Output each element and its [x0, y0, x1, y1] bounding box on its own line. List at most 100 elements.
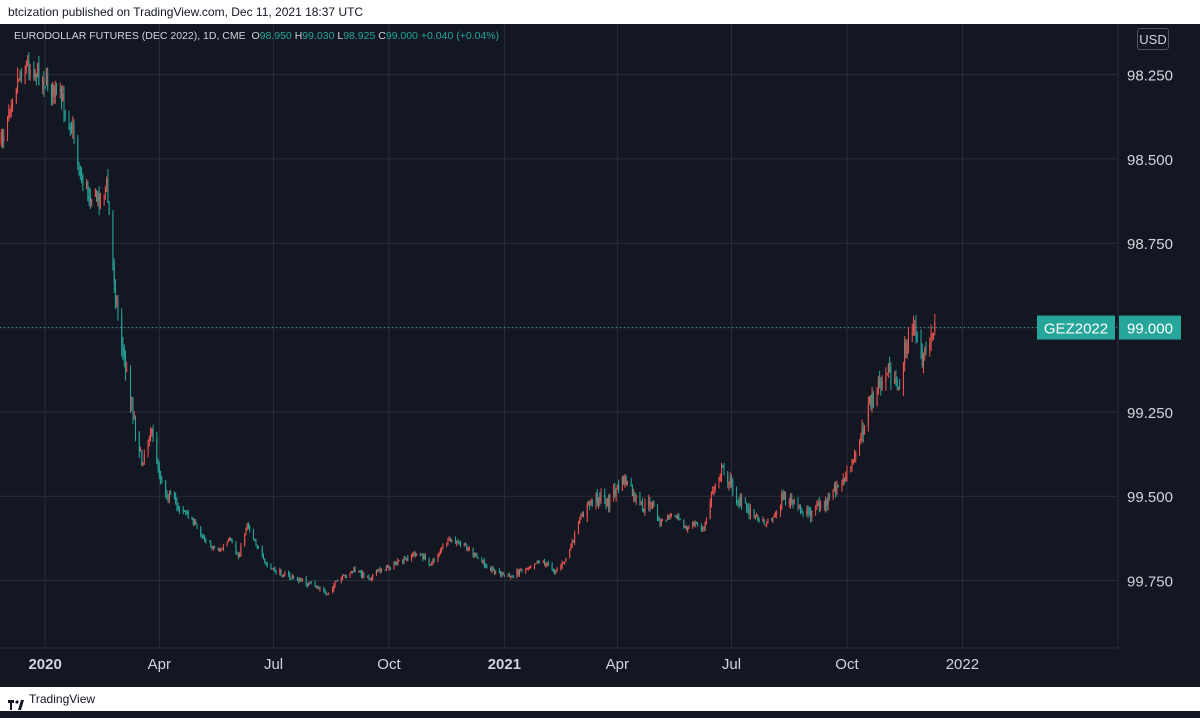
candle-body [832, 490, 834, 497]
candle-body [571, 540, 573, 547]
candle-body [501, 572, 503, 576]
candle-body [227, 539, 229, 542]
chart-area[interactable]: 98.250 98.500 98.750 99.000 99.250 99.500 99.7… [0, 24, 1200, 687]
candle-body [47, 74, 49, 90]
candle-body [202, 536, 204, 538]
candle-body [894, 379, 896, 384]
publish-header: btcization published on TradingView.com,… [0, 0, 1200, 24]
x-tick-label: Jul [264, 656, 283, 673]
currency-button[interactable]: USD [1137, 28, 1169, 50]
price-chart[interactable]: 98.250 98.500 98.750 99.000 99.250 99.500 99.7… [0, 24, 1200, 687]
candle-body [586, 504, 588, 517]
candle-body [388, 567, 390, 569]
candle-body [257, 547, 259, 549]
y-tick-label: 99.750 [1127, 574, 1173, 591]
candle-body [271, 568, 273, 570]
candle-body [158, 467, 160, 477]
candle-body [737, 501, 739, 503]
candle-body [123, 347, 125, 359]
candle-body [546, 562, 548, 565]
candle-body [200, 527, 202, 535]
candle-body [439, 550, 441, 553]
x-tick-label: Jul [722, 656, 741, 673]
candle-body [590, 501, 592, 504]
candle-body [12, 102, 14, 109]
candle-body [818, 503, 820, 507]
candle-body [872, 392, 874, 408]
x-tick-label: Apr [606, 656, 629, 673]
candle-body [776, 512, 778, 514]
candle-body [757, 515, 759, 521]
candle-body [639, 496, 641, 503]
candle-body [564, 561, 566, 563]
candle-body [791, 496, 793, 503]
candle-body [860, 438, 862, 441]
candle-body [429, 564, 431, 566]
candle-body [431, 563, 433, 565]
candle-body [738, 502, 740, 506]
candle-body [284, 572, 286, 577]
candle-body [432, 559, 434, 563]
candle-body [600, 493, 602, 502]
candle-body [556, 568, 558, 571]
candle-body [746, 503, 748, 510]
candle-body [449, 537, 451, 542]
candle-body [625, 476, 627, 485]
candle-body [270, 565, 272, 569]
candle-body [525, 568, 527, 572]
candle-body [554, 570, 556, 573]
candle-body [537, 560, 539, 563]
candle-body [446, 544, 448, 546]
candle-body [555, 570, 557, 573]
candle-body [674, 514, 676, 516]
candle-body [441, 547, 443, 551]
candle-body [98, 192, 100, 208]
candle-body [747, 508, 749, 510]
close-value: 99.000 [385, 30, 418, 42]
candle-body [193, 520, 195, 524]
candle-body [615, 489, 617, 496]
open-value: 98.950 [259, 30, 292, 42]
candle-body [141, 450, 143, 465]
candle-body [77, 140, 79, 165]
candle-body [387, 564, 389, 568]
candle-body [797, 498, 799, 507]
candle-body [448, 537, 450, 539]
candle-body [609, 497, 611, 508]
candle-body [633, 492, 635, 497]
candle-body [463, 543, 465, 546]
tradingview-logo-icon [8, 694, 24, 710]
candle-body [414, 552, 416, 557]
candle-body [398, 560, 400, 562]
candle-body [521, 569, 523, 571]
candle-body [811, 510, 813, 518]
candle-body [907, 332, 909, 348]
candle-body [826, 499, 828, 506]
candle-body [210, 541, 212, 546]
candle-body [815, 509, 817, 511]
candle-body [569, 549, 571, 558]
candle-body [255, 541, 257, 546]
candle-body [503, 574, 505, 576]
candle-body [212, 547, 214, 549]
candle-body [402, 560, 404, 563]
candle-body [660, 520, 662, 526]
candle-body [906, 345, 908, 355]
candle-body [915, 323, 917, 335]
candle-body [2, 132, 4, 141]
candle-body [473, 553, 475, 556]
candle-body [534, 563, 536, 568]
candle-body [644, 503, 646, 512]
candle-body [240, 545, 242, 555]
instrument-name: EURODOLLAR FUTURES (DEC 2022), 1D, CME [14, 30, 246, 42]
candle-body [511, 576, 513, 578]
candle-body [456, 541, 458, 544]
candle-body [37, 64, 39, 77]
candle-body [192, 519, 194, 525]
candle-body [52, 82, 54, 97]
footer-brand: TradingView [29, 692, 96, 706]
candle-body [817, 503, 819, 506]
candle-body [512, 576, 514, 578]
candle-body [359, 570, 361, 572]
candle-body [226, 542, 228, 547]
